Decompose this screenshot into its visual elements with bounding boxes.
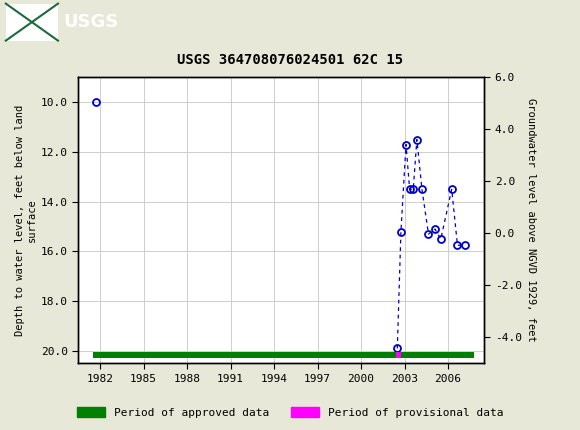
Legend: Period of approved data, Period of provisional data: Period of approved data, Period of provi… — [72, 403, 508, 422]
Text: USGS: USGS — [64, 12, 119, 31]
FancyBboxPatch shape — [6, 3, 58, 41]
Y-axis label: Depth to water level, feet below land
surface: Depth to water level, feet below land su… — [15, 105, 37, 336]
Y-axis label: Groundwater level above NGVD 1929, feet: Groundwater level above NGVD 1929, feet — [525, 98, 535, 342]
Text: USGS 364708076024501 62C 15: USGS 364708076024501 62C 15 — [177, 52, 403, 67]
